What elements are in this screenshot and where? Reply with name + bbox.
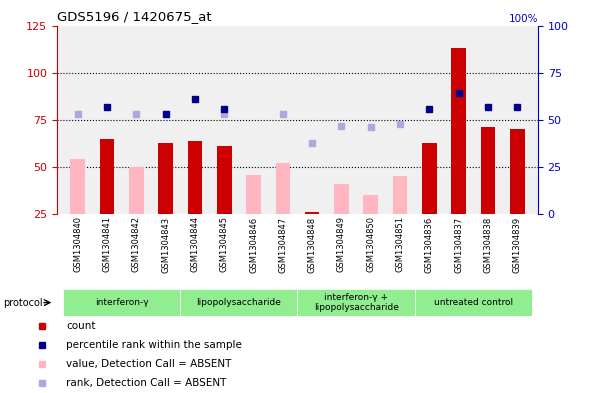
Text: GSM1304850: GSM1304850 xyxy=(366,217,375,272)
Text: GSM1304837: GSM1304837 xyxy=(454,217,463,273)
Bar xyxy=(180,289,297,316)
Text: GSM1304841: GSM1304841 xyxy=(102,217,111,272)
Text: GSM1304842: GSM1304842 xyxy=(132,217,141,272)
Bar xyxy=(188,141,202,214)
Bar xyxy=(481,127,495,214)
Bar xyxy=(451,48,466,214)
Bar xyxy=(305,212,320,214)
Text: GSM1304849: GSM1304849 xyxy=(337,217,346,272)
Text: GSM1304845: GSM1304845 xyxy=(220,217,229,272)
Bar xyxy=(415,289,532,316)
Text: rank, Detection Call = ABSENT: rank, Detection Call = ABSENT xyxy=(66,378,227,388)
Bar xyxy=(63,289,180,316)
Bar xyxy=(393,176,407,214)
Bar xyxy=(158,143,173,214)
Text: GSM1304848: GSM1304848 xyxy=(308,217,317,273)
Text: protocol: protocol xyxy=(3,298,43,308)
Text: value, Detection Call = ABSENT: value, Detection Call = ABSENT xyxy=(66,359,231,369)
Text: GSM1304846: GSM1304846 xyxy=(249,217,258,273)
Bar xyxy=(246,174,261,214)
Text: GSM1304839: GSM1304839 xyxy=(513,217,522,273)
Bar xyxy=(334,184,349,214)
Text: GSM1304840: GSM1304840 xyxy=(73,217,82,272)
Text: interferon-γ +
lipopolysaccharide: interferon-γ + lipopolysaccharide xyxy=(314,293,398,312)
Text: GDS5196 / 1420675_at: GDS5196 / 1420675_at xyxy=(57,10,212,23)
Bar xyxy=(217,146,231,214)
Text: GSM1304843: GSM1304843 xyxy=(161,217,170,273)
Bar xyxy=(422,143,437,214)
Text: untreated control: untreated control xyxy=(434,298,513,307)
Text: GSM1304847: GSM1304847 xyxy=(278,217,287,273)
Text: GSM1304836: GSM1304836 xyxy=(425,217,434,273)
Bar xyxy=(100,139,114,214)
Bar xyxy=(364,195,378,214)
Text: count: count xyxy=(66,321,96,331)
Text: lipopolysaccharide: lipopolysaccharide xyxy=(197,298,281,307)
Text: GSM1304838: GSM1304838 xyxy=(484,217,493,273)
Bar xyxy=(129,167,144,214)
Text: GSM1304844: GSM1304844 xyxy=(191,217,200,272)
Bar xyxy=(275,163,290,214)
Text: GSM1304851: GSM1304851 xyxy=(395,217,404,272)
Bar xyxy=(297,289,415,316)
Text: percentile rank within the sample: percentile rank within the sample xyxy=(66,340,242,350)
Text: interferon-γ: interferon-γ xyxy=(95,298,148,307)
Bar xyxy=(70,160,85,214)
Bar xyxy=(510,129,525,214)
Text: 100%: 100% xyxy=(508,14,538,24)
